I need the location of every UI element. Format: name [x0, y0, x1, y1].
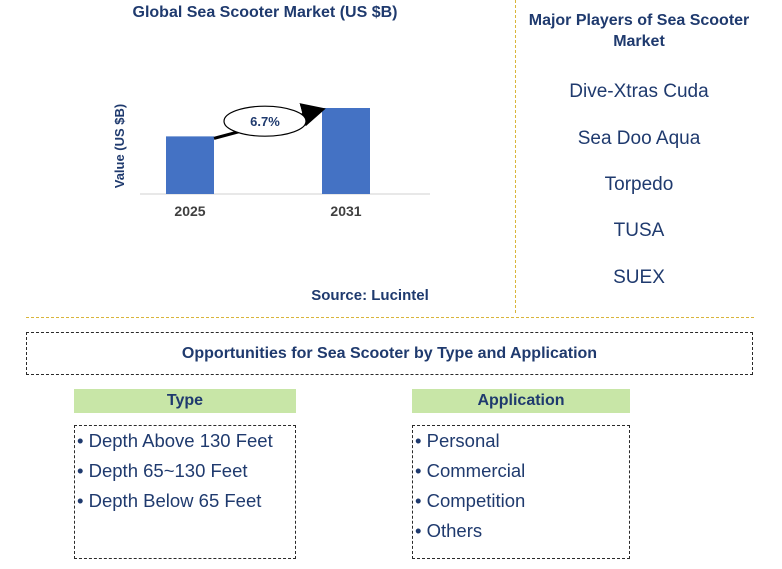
cagr-label: 6.7% [250, 114, 280, 129]
cagr-bubble [223, 105, 307, 137]
type-header: Type [74, 389, 296, 413]
x-tick-label: 2025 [174, 203, 205, 219]
type-item: • Depth Above 130 Feet [77, 430, 273, 451]
players-title: Major Players of Sea Scooter Market [528, 12, 750, 50]
player-item: Dive-Xtras Cuda [569, 81, 709, 102]
chart-title: Global Sea Scooter Market (US $B) [132, 4, 398, 21]
type-list: • Depth Above 130 Feet • Depth 65~130 Fe… [74, 425, 296, 559]
bar-chart: Value (US $B) 2025 2031 6.7% [112, 103, 430, 219]
application-list: • Personal • Commercial • Competition • … [412, 425, 630, 559]
application-item: • Others [415, 520, 483, 541]
vertical-divider [515, 0, 516, 313]
player-item: SUEX [613, 267, 665, 288]
source-label: Source: Lucintel [311, 287, 429, 304]
opportunities-title-box: Opportunities for Sea Scooter by Type an… [26, 332, 753, 375]
player-item: Sea Doo Aqua [577, 128, 701, 149]
y-axis-label: Value (US $B) [112, 104, 127, 189]
application-header: Application [412, 389, 630, 413]
horizontal-divider [26, 317, 754, 318]
type-item: • Depth Below 65 Feet [77, 490, 262, 511]
application-item: • Personal [415, 430, 500, 451]
player-item: Torpedo [604, 174, 674, 195]
opportunities-title: Opportunities for Sea Scooter by Type an… [181, 344, 598, 362]
application-item: • Competition [415, 490, 526, 511]
player-item: TUSA [613, 220, 665, 241]
x-tick-label: 2031 [330, 203, 361, 219]
bar [322, 108, 370, 194]
application-item: • Commercial [415, 460, 526, 481]
type-item: • Depth 65~130 Feet [77, 460, 248, 481]
bar [166, 136, 214, 194]
